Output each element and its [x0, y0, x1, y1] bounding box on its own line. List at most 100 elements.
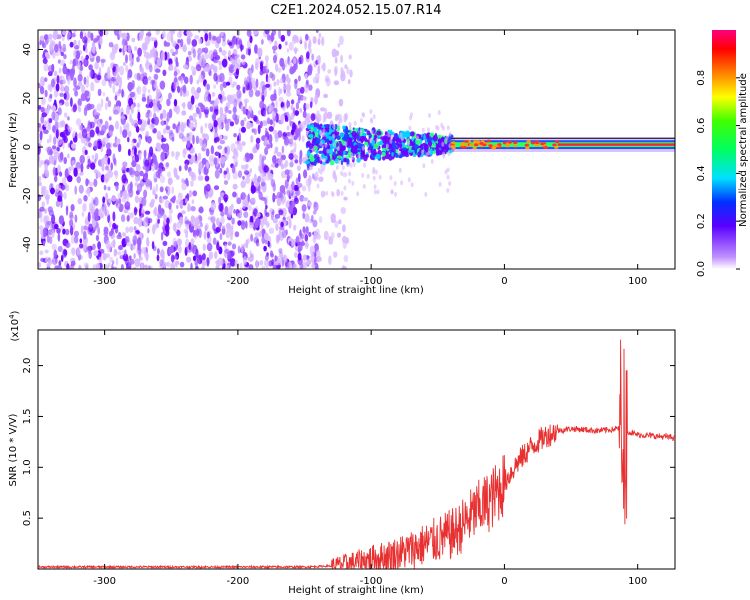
noise-cell [153, 52, 157, 62]
noise-cell [58, 152, 64, 163]
noise-cell [245, 47, 249, 56]
noise-cell [152, 158, 158, 165]
noise-cell [145, 32, 152, 37]
noise-cell [113, 170, 119, 176]
noise-cell [222, 225, 226, 230]
noise-cell [142, 165, 148, 171]
noise-cell [212, 222, 216, 231]
noise-cell [324, 142, 328, 148]
noise-cell [313, 201, 319, 212]
noise-cell [99, 130, 105, 136]
snr-series [38, 339, 675, 569]
noise-cell [211, 91, 216, 98]
signal-cell [365, 154, 369, 158]
noise-cell [281, 102, 284, 108]
noise-cell [273, 49, 276, 54]
noise-cell [179, 216, 184, 226]
noise-cell [62, 30, 67, 36]
noise-cell [178, 30, 182, 38]
noise-cell [186, 133, 190, 138]
noise-cell [323, 93, 329, 99]
noise-cell [80, 163, 84, 173]
line-spot [554, 146, 559, 149]
noise-cell [218, 152, 221, 159]
noise-cell [276, 151, 282, 157]
noise-cell [275, 223, 279, 232]
noise-cell [64, 85, 70, 94]
noise-cell [243, 211, 249, 219]
noise-cell [299, 107, 303, 113]
noise-cell [88, 223, 94, 233]
noise-cell [240, 221, 246, 230]
noise-cell [44, 249, 49, 254]
noise-cell [117, 143, 122, 153]
noise-cell [218, 64, 222, 71]
signal-cell [342, 138, 348, 142]
noise-cell [105, 253, 111, 259]
noise-cell [260, 218, 264, 228]
noise-cell [206, 83, 210, 91]
noise-cell [65, 242, 71, 249]
noise-cell [190, 154, 196, 164]
noise-cell [359, 129, 363, 135]
noise-cell [430, 159, 434, 164]
noise-cell [104, 120, 109, 130]
noise-cell [314, 94, 318, 105]
noise-cell [70, 204, 75, 212]
noise-cell [257, 175, 262, 183]
noise-cell [301, 204, 307, 212]
noise-cell [244, 80, 249, 86]
noise-cell [303, 84, 309, 93]
noise-cell [276, 191, 282, 199]
noise-cell [60, 254, 64, 262]
noise-cell [295, 177, 299, 185]
noise-cell [106, 148, 112, 157]
noise-cell [250, 184, 256, 194]
noise-cell [40, 229, 43, 236]
signal-cell [388, 154, 393, 161]
spectrogram-x-tick-label: -200 [227, 276, 250, 287]
line-spot [535, 144, 540, 147]
noise-cell [250, 77, 256, 82]
noise-cell [193, 230, 199, 236]
noise-cell [115, 257, 119, 266]
signal-cell [342, 125, 346, 130]
noise-cell [274, 213, 281, 219]
noise-cell [226, 212, 232, 218]
noise-cell [446, 174, 450, 180]
noise-cell [87, 211, 91, 222]
noise-cell [243, 157, 247, 162]
noise-cell [57, 197, 63, 202]
noise-cell [122, 253, 129, 262]
noise-cell [159, 175, 165, 184]
noise-cell [283, 136, 290, 146]
noise-cell [99, 36, 103, 46]
noise-cell [44, 89, 48, 98]
noise-cell [72, 87, 78, 92]
noise-cell [305, 103, 310, 110]
noise-cell [121, 39, 128, 47]
noise-cell [182, 64, 189, 70]
noise-cell [91, 154, 95, 160]
noise-cell [261, 120, 268, 127]
noise-cell [42, 240, 46, 247]
noise-cell [255, 90, 261, 97]
snr-x-ticks: -300 -200 -100 0 100 [93, 330, 647, 587]
noise-cell [73, 77, 77, 88]
noise-cell [79, 155, 85, 164]
signal-cell [326, 128, 330, 133]
noise-cell [186, 140, 191, 148]
signal-cell [318, 150, 323, 154]
noise-cell [369, 138, 373, 144]
noise-cell [255, 142, 260, 150]
signal-cell [309, 156, 315, 162]
noise-cell [151, 37, 157, 42]
noise-cell [77, 98, 82, 107]
noise-cell [160, 231, 164, 241]
noise-cell [303, 169, 308, 179]
noise-cell [40, 257, 45, 263]
noise-cell [319, 141, 323, 147]
snr-line [38, 339, 675, 569]
noise-cell [315, 30, 319, 34]
noise-cell [123, 189, 128, 200]
